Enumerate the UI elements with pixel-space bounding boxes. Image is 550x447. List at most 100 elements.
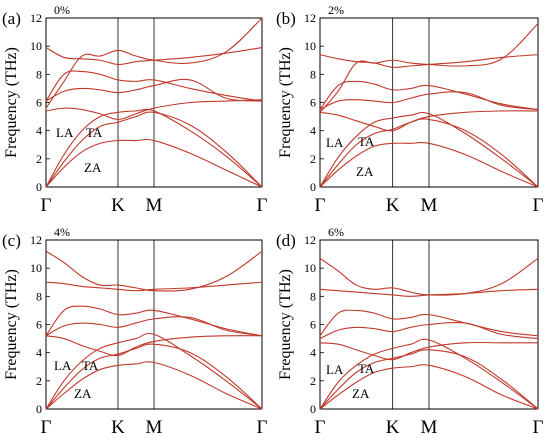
y-tick-label: 6 [36, 96, 42, 110]
phonon-branch [319, 110, 539, 132]
y-tick-label: 10 [30, 261, 42, 275]
phonon-branch [45, 250, 263, 292]
phonon-branch [319, 118, 539, 188]
panel-label: (b) [276, 9, 296, 28]
y-axis-label: Frequency (THz) [277, 47, 294, 158]
phonon-branch [319, 321, 539, 340]
x-tick-label: Γ [533, 195, 544, 216]
y-tick-label: 2 [36, 374, 42, 388]
mode-label-za: ZA [356, 164, 374, 179]
x-tick-label: M [146, 195, 163, 216]
x-tick-label: K [386, 195, 400, 216]
y-axis-label: Frequency (THz) [3, 269, 20, 380]
phonon-branch [319, 80, 539, 111]
phonon-branch [45, 111, 263, 188]
strain-label: 4% [54, 225, 70, 239]
y-tick-label: 8 [36, 67, 42, 81]
y-tick-label: 0 [36, 180, 42, 194]
x-tick-label: M [421, 195, 438, 216]
x-tick-label: K [386, 417, 400, 438]
phonon-branch [319, 23, 539, 113]
phonon-branch [45, 335, 263, 357]
mode-label-ta: TA [86, 125, 103, 140]
mode-label-ta: TA [82, 358, 99, 373]
phonon-branch [45, 281, 263, 292]
phonon-branch [45, 343, 263, 410]
x-tick-label: Γ [257, 195, 268, 216]
phonon-branch [319, 338, 539, 410]
phonon-branch [319, 288, 539, 297]
x-tick-label: Γ [533, 417, 544, 438]
phonon-branch [45, 108, 263, 188]
phonon-branch [45, 99, 263, 120]
y-tick-label: 6 [36, 318, 42, 332]
panel-b: 0 2 4 6 8 10 12 Γ K M Γ Frequency (THz) (b) 2% LA TA ZA [276, 3, 544, 216]
phonon-branch [45, 70, 263, 102]
y-tick-label: 4 [36, 124, 42, 138]
y-tick-label: 4 [310, 346, 316, 360]
mode-label-ta: TA [358, 134, 375, 149]
strain-label: 6% [328, 225, 344, 239]
mode-label-za: ZA [84, 160, 102, 175]
y-tick-label: 10 [30, 39, 42, 53]
panel-label: (c) [2, 231, 21, 250]
phonon-branch [45, 138, 263, 188]
y-tick-label: 0 [36, 402, 42, 416]
phonon-branch [319, 364, 539, 410]
panel-label: (a) [2, 9, 21, 28]
mode-label-za: ZA [74, 386, 92, 401]
mode-label-la: LA [326, 362, 344, 377]
panel-a: 0 2 4 6 8 10 12 Γ K M Γ Frequency (THz) (a) 0% LA TA ZA [2, 3, 268, 216]
x-tick-label: Γ [41, 417, 52, 438]
y-tick-label: 6 [310, 318, 316, 332]
y-tick-label: 2 [310, 152, 316, 166]
panel-d: 0 2 4 6 8 10 12 Γ K M Γ Frequency (THz) (d) 6% LA TA ZA [276, 225, 544, 438]
y-tick-label: 8 [310, 289, 316, 303]
y-tick-label: 8 [310, 67, 316, 81]
y-tick-label: 6 [310, 96, 316, 110]
phonon-branch [319, 111, 539, 188]
y-tick-label: 12 [30, 233, 42, 247]
x-tick-label: K [111, 417, 125, 438]
y-tick-label: 4 [310, 124, 316, 138]
y-tick-label: 4 [36, 346, 42, 360]
y-tick-label: 12 [30, 11, 42, 25]
mode-label-la: LA [326, 135, 344, 150]
x-tick-label: Γ [41, 195, 52, 216]
phonon-branch [45, 17, 263, 109]
y-tick-label: 0 [310, 402, 316, 416]
phonon-branch [319, 54, 539, 68]
phonon-branch [45, 78, 263, 102]
phonon-branch [45, 361, 263, 410]
mode-label-ta: TA [358, 361, 375, 376]
x-tick-label: M [146, 417, 163, 438]
phonon-branch [319, 349, 539, 410]
strain-label: 2% [328, 3, 344, 17]
panel-label: (d) [276, 231, 296, 250]
phonon-branch [319, 309, 539, 337]
y-tick-label: 12 [304, 11, 316, 25]
phonon-branch [319, 141, 539, 188]
y-tick-label: 12 [304, 233, 316, 247]
y-tick-label: 10 [304, 39, 316, 53]
x-tick-label: M [421, 417, 438, 438]
phonon-branch [45, 47, 263, 66]
phonon-branch [319, 341, 538, 361]
y-tick-label: 0 [310, 180, 316, 194]
mode-label-za: ZA [352, 386, 370, 401]
mode-label-la: LA [56, 125, 74, 140]
phonon-branch [45, 332, 263, 410]
x-tick-label: Γ [315, 417, 326, 438]
y-tick-label: 8 [36, 289, 42, 303]
y-tick-label: 2 [310, 374, 316, 388]
mode-label-la: LA [54, 358, 72, 373]
y-tick-label: 2 [36, 152, 42, 166]
y-axis-label: Frequency (THz) [277, 269, 294, 380]
phonon-branch [45, 305, 263, 337]
strain-label: 0% [54, 3, 70, 17]
x-tick-label: Γ [257, 417, 268, 438]
x-tick-label: Γ [315, 195, 326, 216]
y-tick-label: 10 [304, 261, 316, 275]
y-axis-label: Frequency (THz) [3, 47, 20, 158]
